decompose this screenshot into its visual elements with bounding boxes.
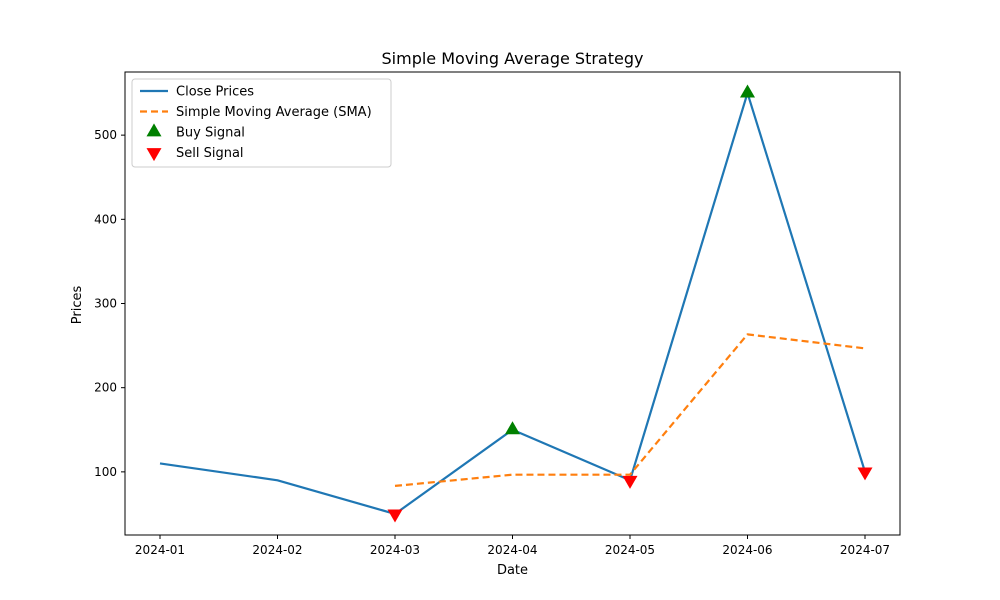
buy-signal-marker xyxy=(505,421,520,435)
plot-area: 2024-01 2024-02 2024-03 2024-04 2024-05 2024-… xyxy=(94,71,901,557)
buy-signal-marker xyxy=(740,84,755,98)
x-tick-label: 2024-07 xyxy=(840,543,890,557)
sma-line xyxy=(394,333,866,487)
legend: Close Prices Simple Moving Average (SMA) B… xyxy=(131,78,392,168)
x-tick-label: 2024-06 xyxy=(722,543,772,557)
legend-buy-swatch xyxy=(146,123,162,137)
x-tick-label: 2024-05 xyxy=(605,543,655,557)
x-tick-label: 2024-04 xyxy=(487,543,537,557)
sell-signal-marker xyxy=(857,467,873,481)
legend-label: Buy Signal xyxy=(176,126,245,141)
legend-label: Simple Moving Average (SMA) xyxy=(176,105,372,120)
y-tick-label: 200 xyxy=(94,381,117,395)
legend-sell-swatch xyxy=(146,148,162,162)
legend-label: Close Prices xyxy=(176,85,254,100)
legend-label: Sell Signal xyxy=(176,146,244,161)
y-tick-label: 100 xyxy=(94,465,117,479)
y-tick-label: 400 xyxy=(94,212,117,226)
y-tick-label: 500 xyxy=(94,128,117,142)
sell-signal-marker xyxy=(622,475,638,489)
y-axis-label: Prices xyxy=(70,286,85,325)
x-tick-label: 2024-01 xyxy=(135,543,185,557)
y-tick-label: 300 xyxy=(94,297,117,311)
x-tick-label: 2024-03 xyxy=(370,543,420,557)
x-tick-label: 2024-02 xyxy=(252,543,302,557)
sell-signal-marker xyxy=(387,509,403,523)
legend-box xyxy=(131,78,392,168)
chart-title: Simple Moving Average Strategy xyxy=(382,49,644,68)
x-axis-label: Date xyxy=(497,563,528,578)
